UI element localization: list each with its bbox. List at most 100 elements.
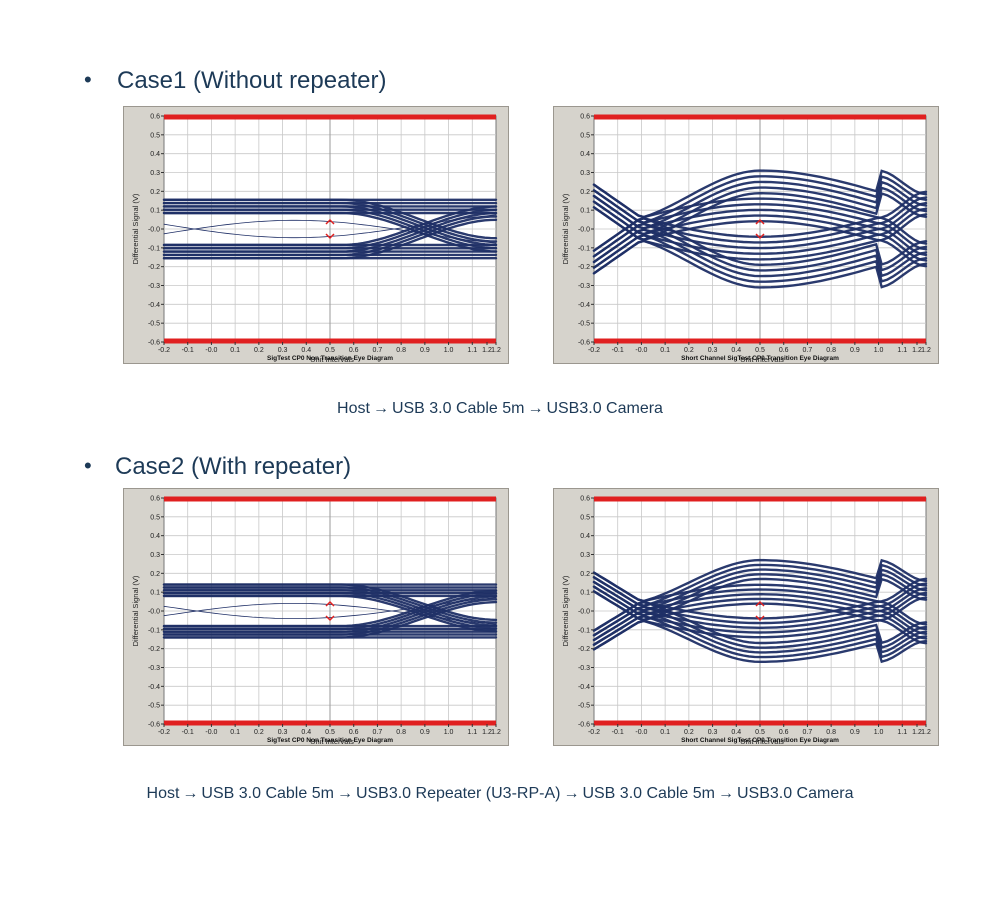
eye-trace (162, 594, 498, 633)
x-tick-label: 0.6 (349, 729, 359, 736)
eye-opening-marker (325, 218, 335, 240)
y-tick-label: -0.1 (148, 245, 160, 252)
chart-c1-left: 0.6 0.5 0.4 0.3 0.2 0.1 -0.0 -0.1 -0.2 -0.3 -0.4 -0… (123, 106, 509, 364)
x-tick-label: 0.3 (278, 347, 288, 354)
eye-opening-marker (755, 600, 765, 622)
eye-trace (592, 577, 928, 632)
eye-trace (162, 211, 498, 253)
x-tick-label: -0.2 (588, 347, 600, 354)
eye-traces (162, 198, 498, 260)
y-tick-label: -0.6 (148, 340, 160, 347)
y-tick-label: -0.3 (148, 665, 160, 672)
x-tick-label: 0.7 (373, 729, 383, 736)
x-tick-label: 0.3 (708, 729, 718, 736)
y-tick-label: 0.1 (150, 590, 160, 597)
x-tick-label: 0.9 (850, 729, 860, 736)
eye-traces (592, 169, 928, 289)
chart-c2-right: 0.6 0.5 0.4 0.3 0.2 0.1 -0.0 -0.1 -0.2 -0.3 -0.4 -0… (553, 488, 939, 746)
y-tick-label: -0.5 (578, 703, 590, 710)
x-tick-label: 0.8 (396, 347, 406, 354)
eye-trace (592, 190, 928, 252)
y-tick-label: -0.0 (148, 227, 160, 234)
eye-trace (592, 200, 928, 262)
eye-inner-trace (163, 597, 497, 619)
y-tick-label: 0.1 (580, 590, 590, 597)
y-tick-label: -0.2 (148, 264, 160, 271)
x-tick-label: 0.7 (373, 347, 383, 354)
x-tick-label: 0.4 (301, 729, 311, 736)
y-tick-label: 0.1 (580, 208, 590, 215)
y-tick-label: -0.2 (578, 264, 590, 271)
x-tick-label: 0.1 (660, 729, 670, 736)
eye-trace (162, 205, 498, 246)
y-tick-label: 0.4 (580, 151, 590, 158)
x-tick-label: -0.0 (635, 729, 647, 736)
chain-step: Host (146, 785, 180, 802)
x-tick-label: 0.3 (278, 729, 288, 736)
y-tick-label: 0.5 (580, 514, 590, 521)
x-tick-label: 1.1 (897, 347, 907, 354)
x-tick-label: -0.2 (158, 347, 170, 354)
x-tick-label: 0.6 (779, 347, 789, 354)
y-tick-label: 0.4 (150, 151, 160, 158)
y-tick-label: 0.2 (580, 189, 590, 196)
eye-trace (162, 212, 498, 253)
bullet-icon: • (84, 453, 92, 478)
arrow-right-icon: → (527, 400, 544, 417)
signal-chain-1: Host → USB 3.0 Cable 5m → USB3.0 Camera (0, 400, 1000, 418)
x-tick-label: 0.8 (826, 729, 836, 736)
eye-opening-marker (325, 600, 335, 622)
eye-trace (162, 589, 498, 627)
x-tick-label: -0.2 (158, 729, 170, 736)
eye-trace (162, 218, 498, 260)
eye-diagram-svg: 0.6 0.5 0.4 0.3 0.2 0.1 -0.0 -0.1 -0.2 -0.3 -0.4 -0… (131, 496, 501, 747)
chain-step: USB3.0 Camera (546, 400, 663, 417)
eye-opening-marker (755, 218, 765, 240)
x-tick-label: 0.9 (850, 347, 860, 354)
y-tick-label: 0.3 (580, 552, 590, 559)
y-tick-label: -0.6 (578, 722, 590, 729)
x-tick-label: 0.3 (708, 347, 718, 354)
x-tick-label: 1.0 (874, 347, 884, 354)
y-tick-label: -0.3 (578, 665, 590, 672)
arrow-right-icon: → (717, 785, 734, 802)
x-axis-label: Unit Intervals (740, 355, 784, 364)
y-tick-label: -0.2 (148, 646, 160, 653)
y-tick-label: -0.6 (578, 340, 590, 347)
y-tick-label: 0.3 (150, 170, 160, 177)
x-tick-label: 1.1 (897, 729, 907, 736)
x-tick-label: 1.0 (874, 729, 884, 736)
eye-trace (162, 208, 498, 250)
x-tick-label: 0.8 (396, 729, 406, 736)
x-tick-label: 0.2 (254, 347, 264, 354)
x-tick-label: 0.1 (230, 729, 240, 736)
case1-title: Case1 (Without repeater) (117, 67, 387, 94)
x-tick-label: -0.2 (588, 729, 600, 736)
y-axis-label: Differential Signal (V) (131, 193, 140, 264)
x-tick-label: -0.1 (612, 347, 624, 354)
x-tick-label: 0.6 (779, 729, 789, 736)
x-tick-label: 1.0 (444, 347, 454, 354)
eye-trace (592, 213, 928, 275)
eye-traces (162, 583, 498, 639)
y-tick-label: -0.1 (578, 245, 590, 252)
eye-trace (592, 206, 928, 268)
y-tick-label: -0.5 (148, 321, 160, 328)
x-tick-label: 1.1 (467, 729, 477, 736)
x-tick-label: -0.0 (205, 347, 217, 354)
eye-trace (162, 205, 498, 247)
eye-inner-trace (163, 603, 497, 625)
chain-step: USB3.0 Camera (736, 785, 854, 802)
arrow-right-icon: → (336, 785, 353, 802)
x-tick-label: 1.0 (444, 729, 454, 736)
eye-inner-trace (163, 219, 497, 244)
eye-trace (162, 595, 498, 633)
x-tick-label: 0.5 (755, 729, 765, 736)
chart-title: Short Channel SigTest CP0 Transition Eye… (681, 355, 839, 362)
y-tick-label: -0.5 (148, 703, 160, 710)
bullet-icon: • (84, 67, 92, 92)
eye-trace (592, 196, 928, 258)
y-tick-label: -0.2 (578, 646, 590, 653)
x-tick-label: 0.1 (230, 347, 240, 354)
case2-title: Case2 (With repeater) (115, 453, 352, 480)
